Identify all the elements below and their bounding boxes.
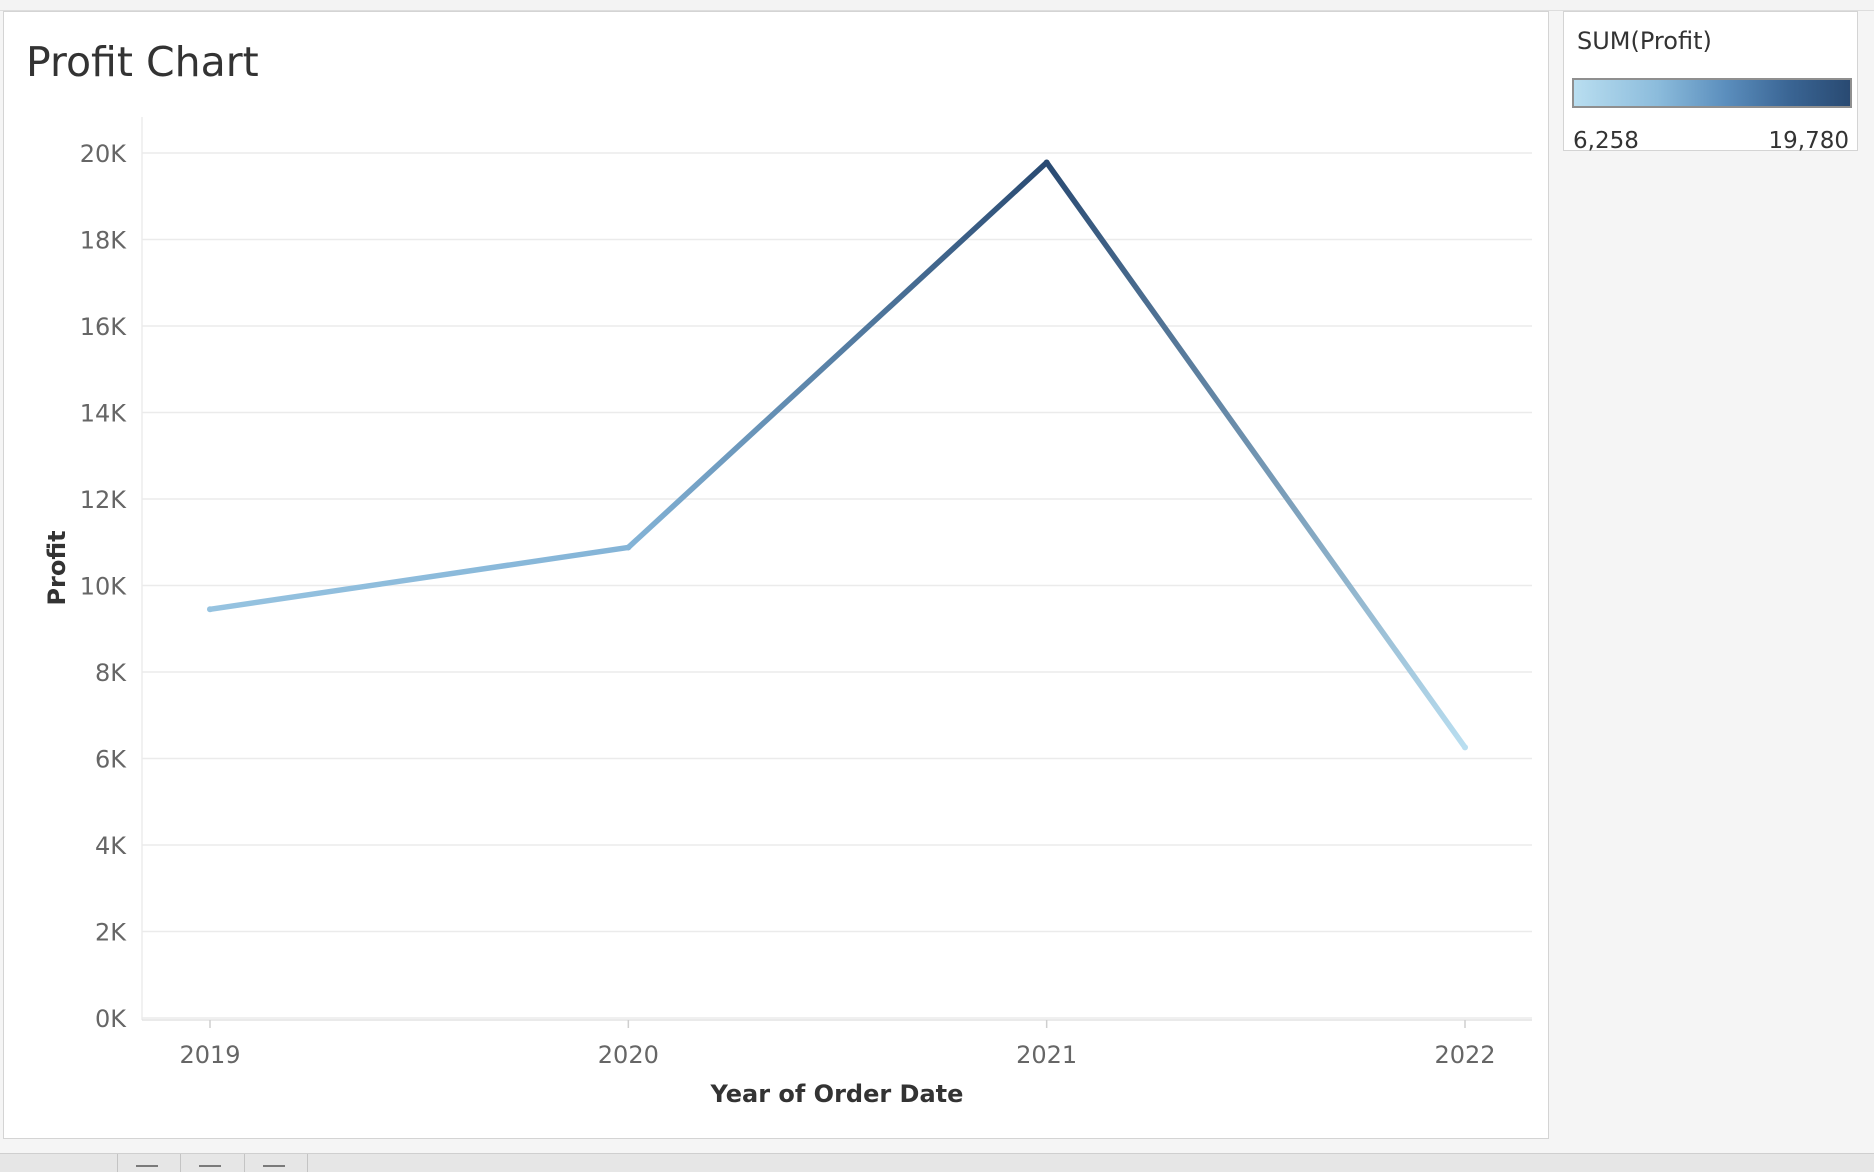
y-tick-label: 6K: [95, 746, 127, 774]
legend-min-label: 6,258: [1573, 128, 1639, 154]
tab-divider: [307, 1154, 308, 1172]
chart-title: Profit Chart: [26, 38, 259, 86]
top-toolbar-strip: [0, 0, 1874, 11]
legend-max-label: 19,780: [1768, 128, 1849, 154]
data-point-2020[interactable]: [625, 544, 632, 551]
tab-divider: [180, 1154, 181, 1172]
new-sheet-icon[interactable]: [136, 1165, 158, 1172]
y-tick-label: 0K: [95, 1005, 127, 1033]
sheet-tab-bar: [0, 1153, 1874, 1172]
y-tick-label: 2K: [95, 919, 127, 947]
y-axis-title: Profit: [43, 530, 71, 605]
y-tick-label: 8K: [95, 659, 127, 687]
worksheet-canvas[interactable]: Profit Chart 0K 2K 4K 6K 8K 10K 12K 14K 16K 18K 20…: [3, 11, 1549, 1139]
x-axis-title: Year of Order Date: [710, 1080, 964, 1108]
y-tick-label: 12K: [80, 486, 128, 514]
y-tick-label: 18K: [80, 227, 128, 255]
x-tick-label: 2021: [1016, 1041, 1077, 1069]
y-tick-label: 20K: [80, 140, 128, 168]
tab-divider: [117, 1154, 118, 1172]
line-segment-2021-2022[interactable]: [1043, 159, 1468, 751]
data-point-2019[interactable]: [207, 606, 213, 613]
color-legend[interactable]: SUM(Profit) 6,258 19,780: [1563, 11, 1858, 154]
x-tick-label: 2020: [598, 1041, 659, 1069]
data-point-2021[interactable]: [1043, 159, 1050, 166]
legend-title: SUM(Profit): [1577, 27, 1712, 55]
line-segment-2020-2021[interactable]: [625, 159, 1050, 551]
tab-divider: [244, 1154, 245, 1172]
y-tick-label: 4K: [95, 832, 127, 860]
new-dashboard-icon[interactable]: [199, 1165, 221, 1172]
line-chart[interactable]: 0K 2K 4K 6K 8K 10K 12K 14K 16K 18K 20K 2019 2020 2021…: [4, 12, 1550, 1140]
y-tick-label: 16K: [80, 313, 128, 341]
y-tick-label: 10K: [80, 573, 128, 601]
y-tick-label: 14K: [80, 400, 128, 428]
data-point-2022[interactable]: [1462, 744, 1468, 751]
legend-color-ramp: [1572, 78, 1852, 108]
x-tick-label: 2022: [1434, 1041, 1495, 1069]
x-tick-label: 2019: [179, 1041, 240, 1069]
new-story-icon[interactable]: [263, 1165, 285, 1172]
line-segment-2019-2020[interactable]: [207, 544, 632, 613]
